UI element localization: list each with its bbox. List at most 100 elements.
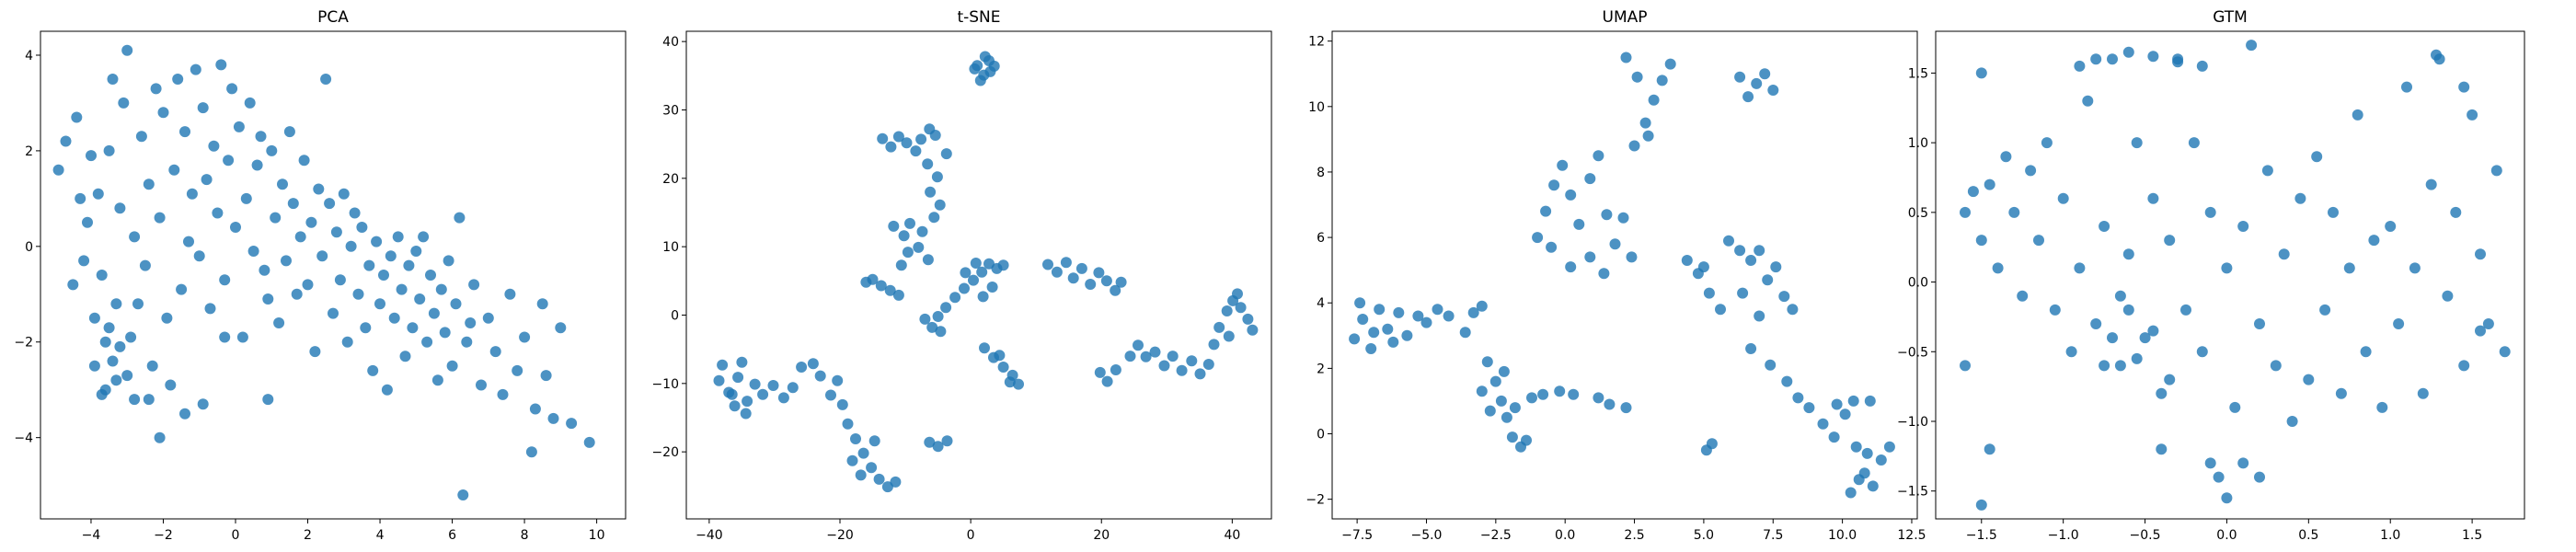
data-point [2099,360,2110,372]
data-point [814,370,826,382]
data-point [986,282,998,293]
data-point [2122,248,2134,260]
data-point [2122,46,2134,58]
data-point [1354,297,1366,309]
data-point [2107,53,2118,65]
data-point [273,317,285,328]
data-point [1754,310,1765,322]
data-point [2114,290,2126,302]
data-point [1847,395,1859,407]
data-point [67,279,79,291]
data-point [1213,321,1225,333]
data-point [976,266,988,278]
data-point [726,388,738,400]
data-point [215,59,227,71]
data-point [1715,304,1726,316]
data-point [1085,279,1097,290]
data-point [425,270,436,281]
data-point [305,216,317,228]
x-tick-label: −0.5 [2130,528,2161,543]
data-point [439,327,451,339]
data-point [1631,71,1643,83]
data-point [287,198,299,210]
data-point [1781,375,1793,387]
data-point [2074,262,2086,274]
data-point [1546,241,1558,253]
data-point [1110,364,1121,375]
data-point [259,264,270,276]
data-point [139,259,151,271]
data-point [2442,290,2454,302]
data-point [1584,251,1596,263]
data-point [1420,316,1432,328]
data-point [2352,109,2363,121]
data-point [2393,318,2405,329]
data-point [1202,359,1214,370]
data-point [1133,339,1144,351]
data-point [270,212,282,224]
data-point [932,311,944,322]
data-point [143,394,155,406]
data-point [1664,58,1676,70]
data-point [1051,266,1063,278]
data-point [1443,310,1455,322]
data-point [157,107,169,119]
scatter-points [52,44,595,500]
plot-frame [685,30,1272,520]
x-tick-label: −4 [82,528,101,543]
data-point [922,158,934,170]
data-point [52,164,64,176]
data-point [334,274,346,286]
data-point [1745,343,1757,354]
data-point [1568,388,1580,400]
data-point [92,188,104,200]
data-point [1540,205,1552,217]
data-point [890,476,902,488]
data-point [1393,306,1405,318]
data-point [807,358,819,370]
data-point [435,283,447,295]
data-point [121,44,133,56]
data-point [283,126,295,138]
data-point [2196,346,2208,358]
data-point [1967,186,1979,198]
data-point [1094,366,1106,378]
data-point [2261,165,2273,177]
data-point [1975,235,1987,247]
data-point [1628,140,1640,152]
data-point [381,384,393,396]
data-point [796,362,808,373]
data-point [1382,323,1394,335]
data-point [107,355,119,367]
data-point [75,192,86,204]
data-point [328,307,339,319]
y-tick-label: −2 [14,336,33,351]
plot-frame [1331,30,1918,520]
data-point [176,283,188,295]
data-point [197,398,209,410]
data-point [110,374,122,386]
data-point [2328,206,2339,218]
data-point [223,155,235,167]
data-point [2041,137,2053,149]
data-point [129,394,141,406]
data-point [934,199,946,211]
y-tick-label: 1.0 [1908,136,1928,151]
data-point [1498,365,1510,377]
data-point [2122,304,2134,316]
data-point [461,336,473,348]
data-point [2417,387,2429,399]
data-point [1557,159,1569,171]
data-point [1817,418,1829,430]
data-point [2401,81,2412,93]
y-tick-label: 12 [1308,35,1325,50]
data-point [519,331,531,343]
data-point [367,364,379,376]
data-point [2376,401,2388,413]
x-tick-label: 5.0 [1694,528,1714,543]
data-point [281,255,292,267]
data-point [236,331,248,343]
data-point [1476,385,1488,397]
scatter-points [1960,40,2511,511]
